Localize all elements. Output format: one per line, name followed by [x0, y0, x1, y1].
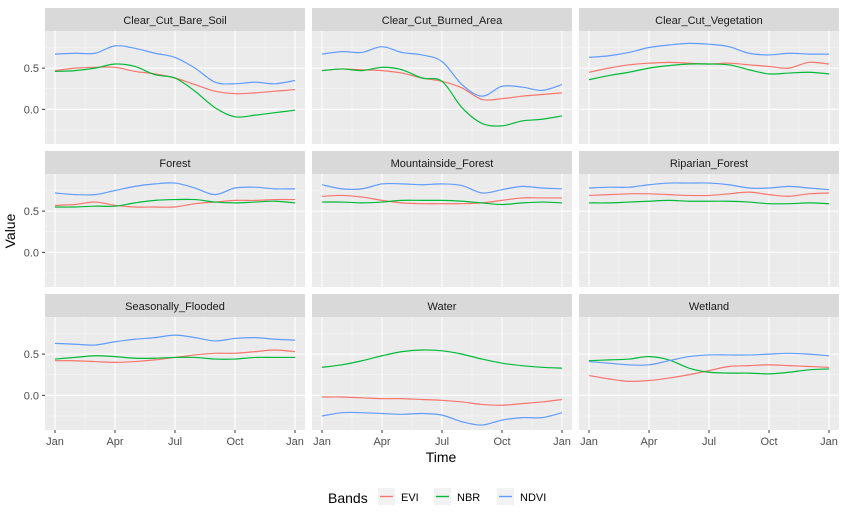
- facet-title: Mountainside_Forest: [391, 158, 494, 170]
- facet-panel: Clear_Cut_Bare_Soil 0.0 0.5: [24, 8, 305, 144]
- series-line-nbr: [54, 63, 296, 118]
- series-line-nbr: [321, 199, 563, 206]
- facet-panel: Seasonally_Flooded 0.0 0.5: [24, 294, 305, 433]
- x-axis-tick-labels: Jan Apr Jul Oct Jan Jan Apr Jul Oct Jan Jan Apr Jul O…: [46, 436, 838, 448]
- y-tick-label: 0.0: [24, 247, 39, 259]
- series-line-nbr: [588, 199, 830, 205]
- y-tick-label: 0.0: [24, 104, 39, 116]
- x-tick-label: Jan: [580, 436, 598, 448]
- series-line-evi: [321, 396, 563, 406]
- facet-strip: [312, 151, 572, 174]
- y-axis-title: Value: [2, 213, 18, 248]
- series-line-nbr: [321, 66, 563, 127]
- facet-strip: [579, 8, 839, 31]
- facet-panel: Clear_Cut_Burned_Area: [312, 8, 572, 144]
- facet-title: Wetland: [689, 301, 729, 313]
- x-tick-label: Oct: [226, 436, 243, 448]
- series-line-ndvi: [54, 334, 296, 346]
- legend: Bands EVI NBR NDVI: [328, 488, 546, 506]
- facet-title: Riparian_Forest: [670, 158, 748, 170]
- legend-label-ndvi: NDVI: [520, 492, 546, 504]
- facet-panel: Riparian_Forest: [579, 151, 839, 287]
- series-line-ndvi: [54, 45, 296, 85]
- series-line-nbr: [588, 63, 830, 81]
- facet-strip: [45, 294, 305, 317]
- series-line-ndvi: [321, 411, 563, 426]
- facet-panel: Wetland: [579, 294, 839, 433]
- facet-panel: Mountainside_Forest: [312, 151, 572, 287]
- x-tick-label: Jan: [286, 436, 304, 448]
- legend-label-evi: EVI: [401, 492, 419, 504]
- facet-panel: Forest 0.0 0.5: [24, 151, 305, 287]
- series-line-evi: [321, 194, 562, 205]
- legend-label-nbr: NBR: [457, 492, 480, 504]
- legend-items: EVI NBR NDVI: [378, 488, 546, 505]
- facet-title: Clear_Cut_Burned_Area: [382, 15, 503, 27]
- series-line-nbr: [321, 349, 563, 369]
- facet-title: Seasonally_Flooded: [125, 301, 225, 313]
- series-line-ndvi: [588, 42, 830, 58]
- x-tick-label: Apr: [106, 436, 123, 448]
- legend-title: Bands: [328, 490, 368, 506]
- x-tick-label: Oct: [760, 436, 777, 448]
- series-line-ndvi: [321, 182, 563, 194]
- y-tick-label: 0.5: [24, 349, 39, 361]
- facet-strip: [45, 151, 305, 174]
- facet-title: Forest: [159, 158, 190, 170]
- series-line-evi: [588, 191, 830, 197]
- series-line-nbr: [54, 355, 295, 360]
- series-line-ndvi: [321, 46, 563, 97]
- y-tick-label: 0.5: [24, 63, 39, 75]
- facet-panel: Clear_Cut_Vegetation: [579, 8, 839, 144]
- series-line-ndvi: [588, 352, 830, 366]
- series-line-ndvi: [588, 182, 830, 191]
- series-line-nbr: [54, 198, 296, 208]
- y-tick-label: 0.0: [24, 390, 39, 402]
- x-tick-label: Jan: [820, 436, 838, 448]
- x-tick-label: Apr: [373, 436, 390, 448]
- facet-title: Clear_Cut_Bare_Soil: [123, 15, 226, 27]
- x-tick-label: Jul: [435, 436, 449, 448]
- x-tick-label: Jul: [702, 436, 716, 448]
- x-tick-label: Jan: [313, 436, 331, 448]
- facet-strip: [579, 151, 839, 174]
- facet-panel: Water: [312, 294, 572, 433]
- x-tick-label: Jan: [553, 436, 571, 448]
- x-axis-title: Time: [426, 449, 457, 465]
- facet-panels: Clear_Cut_Bare_Soil 0.0 0.5 Clear_Cut_Burne…: [24, 8, 839, 433]
- x-tick-label: Jan: [46, 436, 64, 448]
- facet-strip: [312, 8, 572, 31]
- facet-title: Water: [428, 301, 457, 313]
- x-tick-label: Jul: [168, 436, 182, 448]
- series-line-ndvi: [54, 182, 296, 196]
- x-tick-label: Apr: [640, 436, 657, 448]
- facet-title: Clear_Cut_Vegetation: [655, 15, 763, 27]
- x-tick-label: Oct: [493, 436, 510, 448]
- series-line-evi: [54, 198, 296, 208]
- facet-strip: [45, 8, 305, 31]
- series-line-evi: [588, 364, 830, 383]
- y-tick-label: 0.5: [24, 206, 39, 218]
- series-line-nbr: [588, 355, 830, 375]
- facet-strip: [312, 294, 572, 317]
- facet-strip: [579, 294, 839, 317]
